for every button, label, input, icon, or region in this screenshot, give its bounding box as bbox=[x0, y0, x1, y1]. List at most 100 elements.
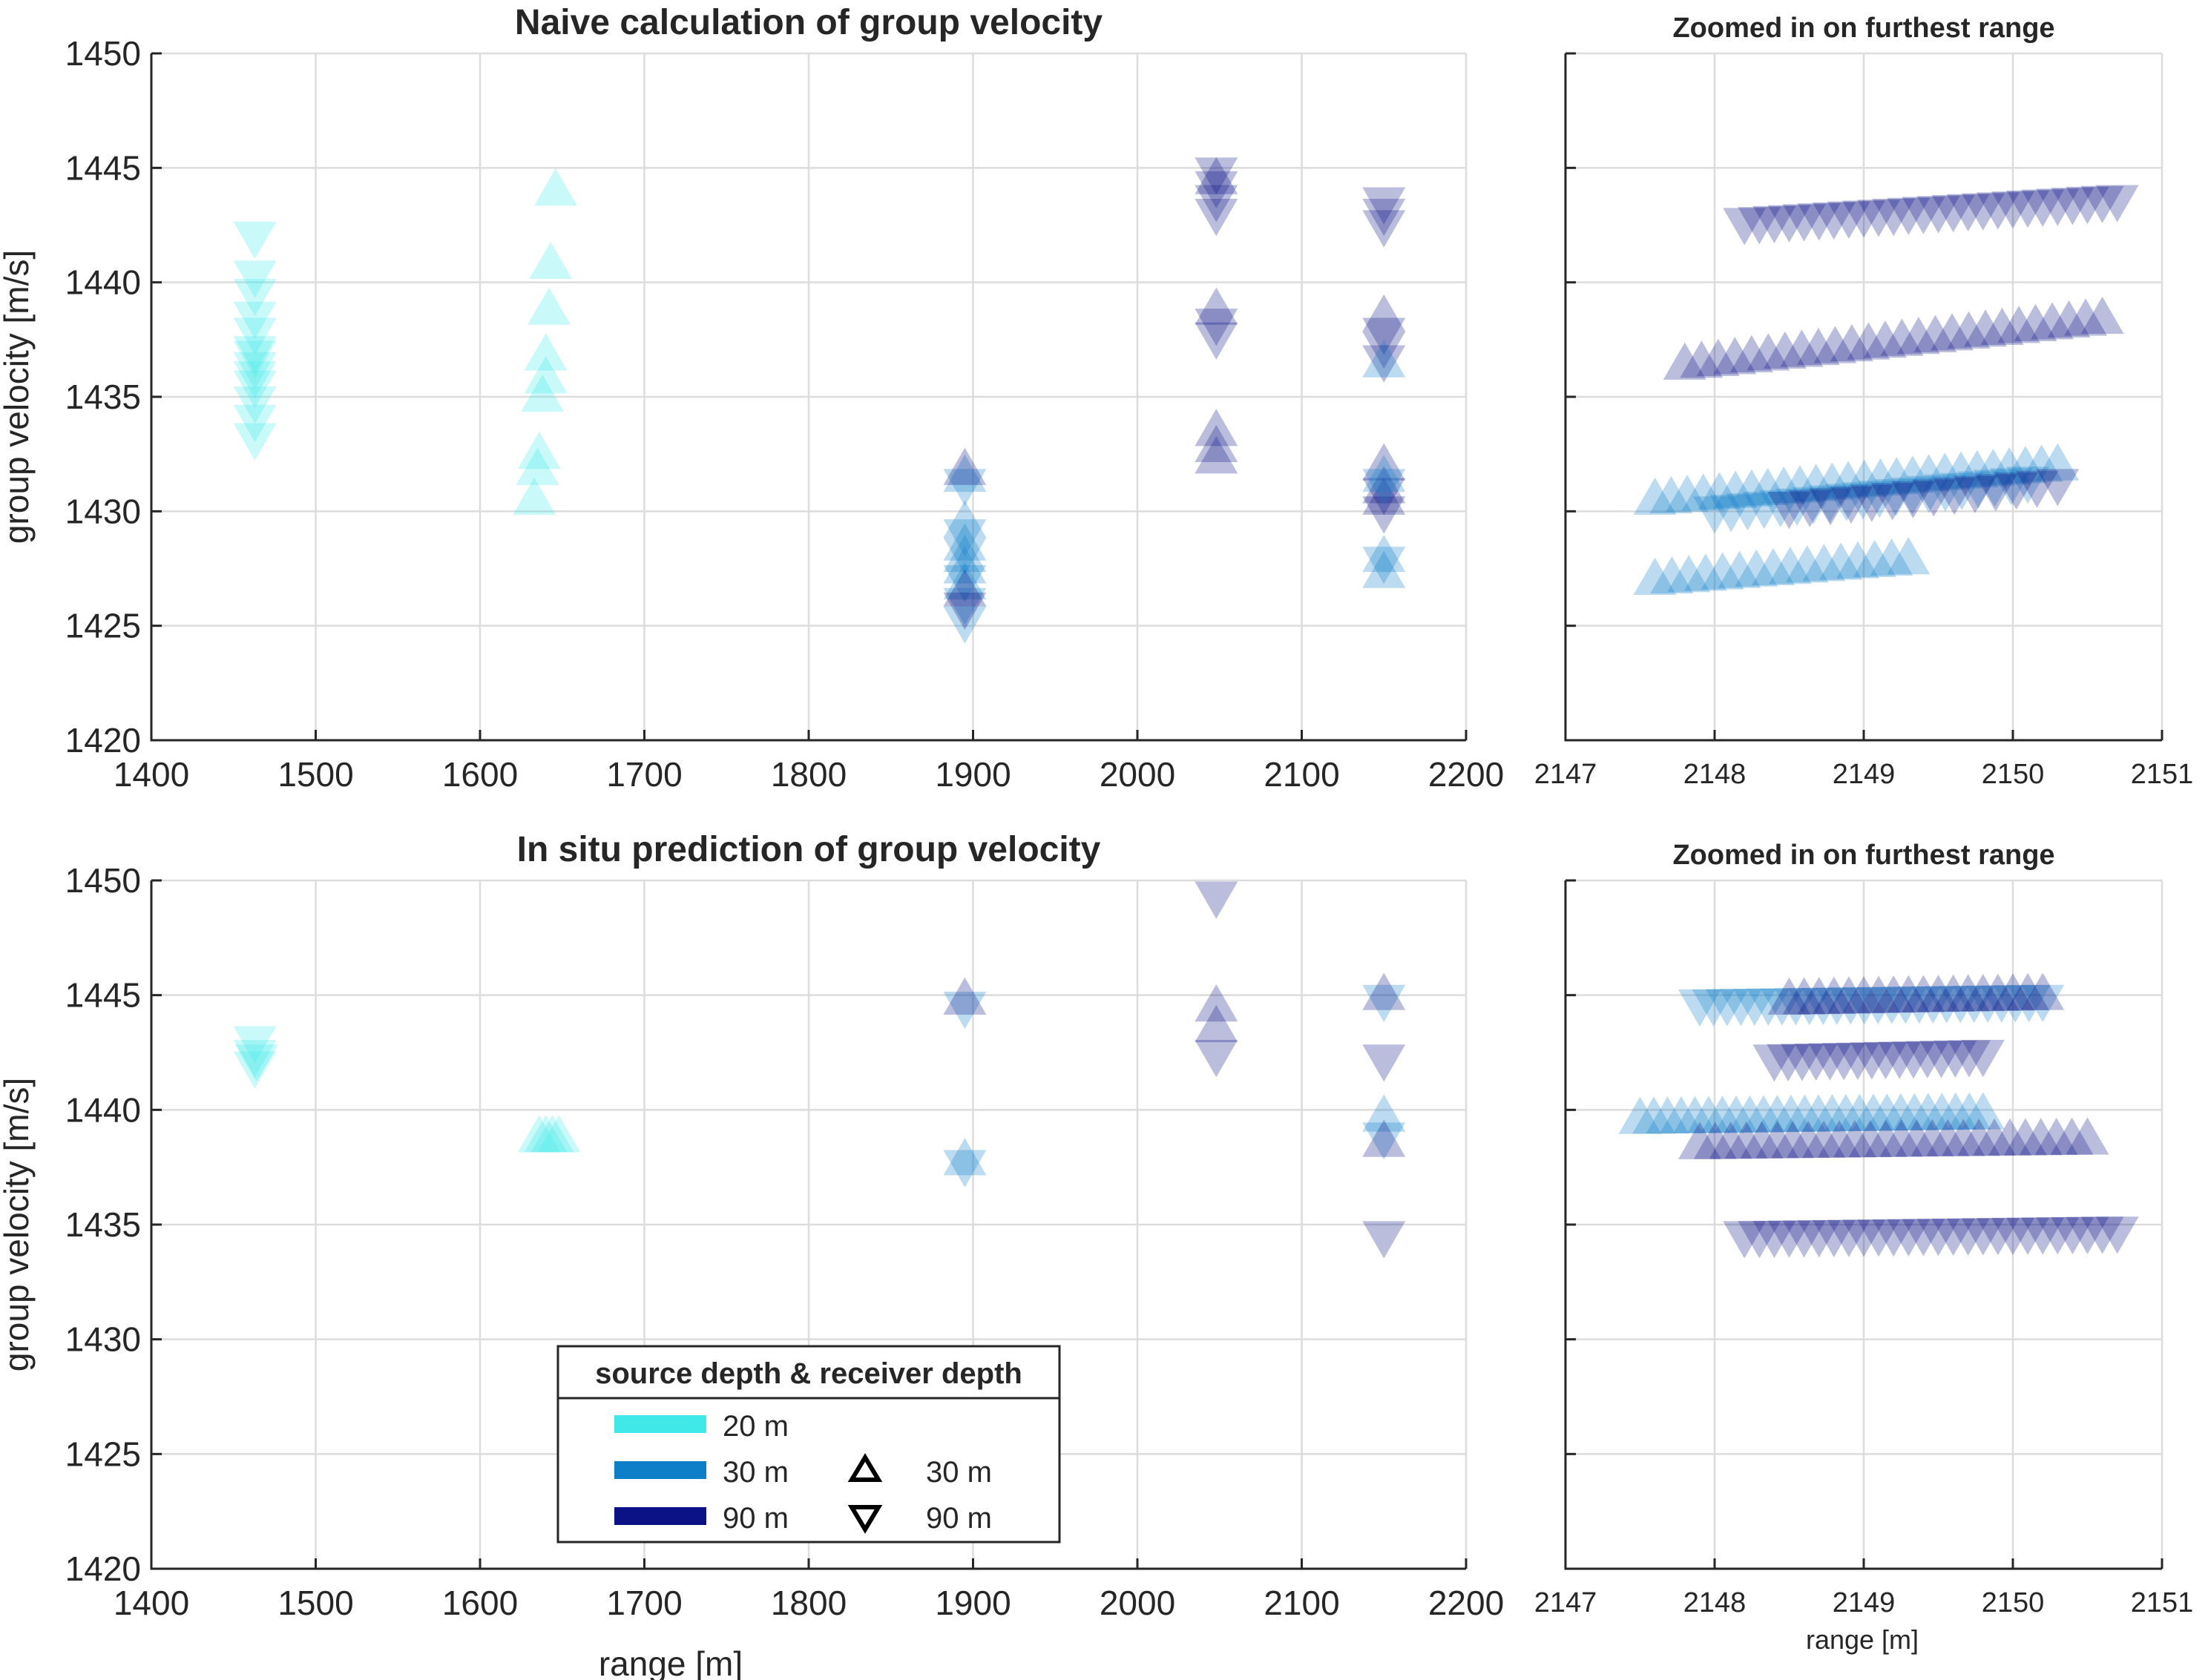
marker-20m-90m bbox=[233, 361, 277, 399]
marker-30m-90m bbox=[1362, 547, 1406, 584]
marker-20m-30m bbox=[524, 333, 568, 371]
marker-30m-90m bbox=[1747, 988, 1790, 1026]
marker-90m-30m bbox=[1802, 1120, 1846, 1158]
marker-30m-90m bbox=[1874, 479, 1918, 517]
y-tick-label: 1450 bbox=[65, 861, 141, 900]
legend-title: source depth & receiver depth bbox=[595, 1357, 1022, 1390]
marker-30m-30m bbox=[1785, 545, 1829, 583]
marker-30m-30m bbox=[1971, 448, 2015, 487]
x-tick-label: 2100 bbox=[1264, 1584, 1339, 1622]
marker-30m-90m bbox=[1362, 1122, 1406, 1160]
marker-90m-30m bbox=[1713, 337, 1757, 375]
marker-90m-90m bbox=[2036, 469, 2080, 507]
marker-30m-30m bbox=[1887, 537, 1931, 575]
marker-90m-30m bbox=[1973, 1118, 2017, 1156]
marker-30m-30m bbox=[1796, 1094, 1840, 1132]
marker-20m-90m bbox=[233, 404, 277, 443]
marker-20m-30m bbox=[516, 447, 559, 485]
marker-30m-30m bbox=[1718, 550, 1761, 588]
marker-30m-30m bbox=[1728, 1095, 1772, 1133]
marker-90m-90m bbox=[1752, 1220, 1796, 1259]
marker-20m-90m bbox=[233, 1040, 277, 1078]
x-tick-label: 2150 bbox=[1982, 1587, 2045, 1618]
marker-90m-30m bbox=[1848, 1119, 1892, 1158]
marker-30m-30m bbox=[1362, 534, 1406, 573]
marker-30m-90m bbox=[1705, 989, 1749, 1027]
marker-30m-90m bbox=[1952, 985, 1996, 1024]
marker-90m-30m bbox=[1957, 1119, 2001, 1156]
marker-30m-30m bbox=[1701, 1096, 1744, 1133]
marker-30m-30m bbox=[1729, 469, 1773, 507]
marker-90m-30m bbox=[1362, 294, 1406, 332]
marker-30m-90m bbox=[1956, 471, 2000, 509]
marker-90m-90m bbox=[1809, 488, 1853, 526]
y-tick-label: 1435 bbox=[65, 378, 141, 416]
marker-90m-90m bbox=[2021, 189, 2065, 227]
marker-90m-90m bbox=[1891, 481, 1935, 519]
y-tick-label: 1425 bbox=[65, 1434, 141, 1473]
marker-30m-90m bbox=[943, 992, 987, 1030]
marker-90m-90m bbox=[1362, 1044, 1406, 1082]
marker-30m-90m bbox=[1856, 986, 1900, 1024]
marker-90m-30m bbox=[1847, 322, 1890, 360]
marker-30m-30m bbox=[1810, 1094, 1854, 1132]
legend-swatch-90m bbox=[614, 1507, 706, 1525]
x-tick-label: 1800 bbox=[771, 1584, 847, 1622]
marker-30m-30m bbox=[943, 500, 987, 538]
marker-90m-30m bbox=[1930, 313, 1974, 351]
marker-20m-90m bbox=[233, 221, 277, 260]
marker-30m-90m bbox=[1758, 490, 1802, 528]
marker-30m-30m bbox=[1681, 473, 1725, 511]
marker-30m-90m bbox=[943, 587, 987, 625]
marker-90m-90m bbox=[1782, 204, 1826, 242]
x-axis-label: range [m] bbox=[1806, 1624, 1919, 1655]
marker-90m-30m bbox=[1964, 309, 2008, 347]
marker-30m-30m bbox=[1650, 556, 1694, 594]
marker-90m-90m bbox=[1822, 1043, 1866, 1081]
marker-90m-30m bbox=[2021, 972, 2065, 1010]
marker-30m-90m bbox=[1907, 475, 1951, 514]
marker-90m-30m bbox=[1362, 972, 1406, 1010]
marker-90m-30m bbox=[1362, 1119, 1406, 1157]
marker-30m-30m bbox=[1698, 472, 1741, 510]
marker-90m-30m bbox=[1362, 466, 1406, 504]
marker-90m-90m bbox=[1842, 200, 1885, 238]
marker-30m-30m bbox=[1762, 466, 1806, 504]
marker-90m-90m bbox=[2006, 190, 2050, 228]
marker-90m-90m bbox=[1195, 185, 1238, 223]
marker-90m-30m bbox=[2064, 298, 2108, 336]
bottom-zoom-panel: 2147 2148 2149 2150 2151 Zoomed in on furthes… bbox=[1534, 840, 2194, 1655]
marker-90m-30m bbox=[1782, 977, 1826, 1015]
marker-30m-30m bbox=[1362, 340, 1406, 378]
marker-90m-30m bbox=[1926, 1119, 1970, 1156]
x-tick-label: 2000 bbox=[1100, 755, 1175, 794]
marker-30m-30m bbox=[1746, 467, 1790, 506]
marker-90m-90m bbox=[1780, 1044, 1824, 1081]
marker-20m-30m bbox=[533, 168, 577, 206]
marker-90m-90m bbox=[1905, 1041, 1949, 1078]
marker-90m-90m bbox=[1887, 197, 1931, 235]
marker-90m-90m bbox=[2066, 1216, 2109, 1254]
legend-receiver-label-90m: 90 m bbox=[926, 1502, 992, 1535]
marker-30m-30m bbox=[1633, 557, 1677, 596]
marker-20m-30m bbox=[521, 374, 565, 412]
marker-30m-30m bbox=[1633, 477, 1677, 515]
y-tick-label: 1420 bbox=[65, 721, 141, 760]
marker-90m-90m bbox=[1767, 1220, 1811, 1258]
marker-90m-90m bbox=[1864, 1041, 1908, 1080]
marker-20m-90m bbox=[233, 301, 277, 340]
marker-30m-30m bbox=[1666, 475, 1709, 513]
legend-swatch-20m bbox=[614, 1415, 706, 1433]
marker-90m-30m bbox=[1997, 306, 2041, 343]
marker-20m-90m bbox=[233, 340, 277, 378]
legend-source-label-20m: 20 m bbox=[723, 1410, 789, 1443]
marker-30m-90m bbox=[943, 519, 987, 557]
top-main-panel: 1400 1500 1600 1700 1800 1900 2000 2100 2200 1420… bbox=[0, 3, 1504, 794]
x-tick-label: 2000 bbox=[1100, 1584, 1175, 1622]
marker-30m-30m bbox=[1768, 546, 1812, 584]
y-tick-label: 1425 bbox=[65, 607, 141, 645]
marker-20m-30m bbox=[530, 1115, 574, 1153]
marker-90m-30m bbox=[1724, 1121, 1768, 1159]
marker-20m-90m bbox=[233, 336, 277, 374]
marker-90m-30m bbox=[1902, 975, 1945, 1012]
